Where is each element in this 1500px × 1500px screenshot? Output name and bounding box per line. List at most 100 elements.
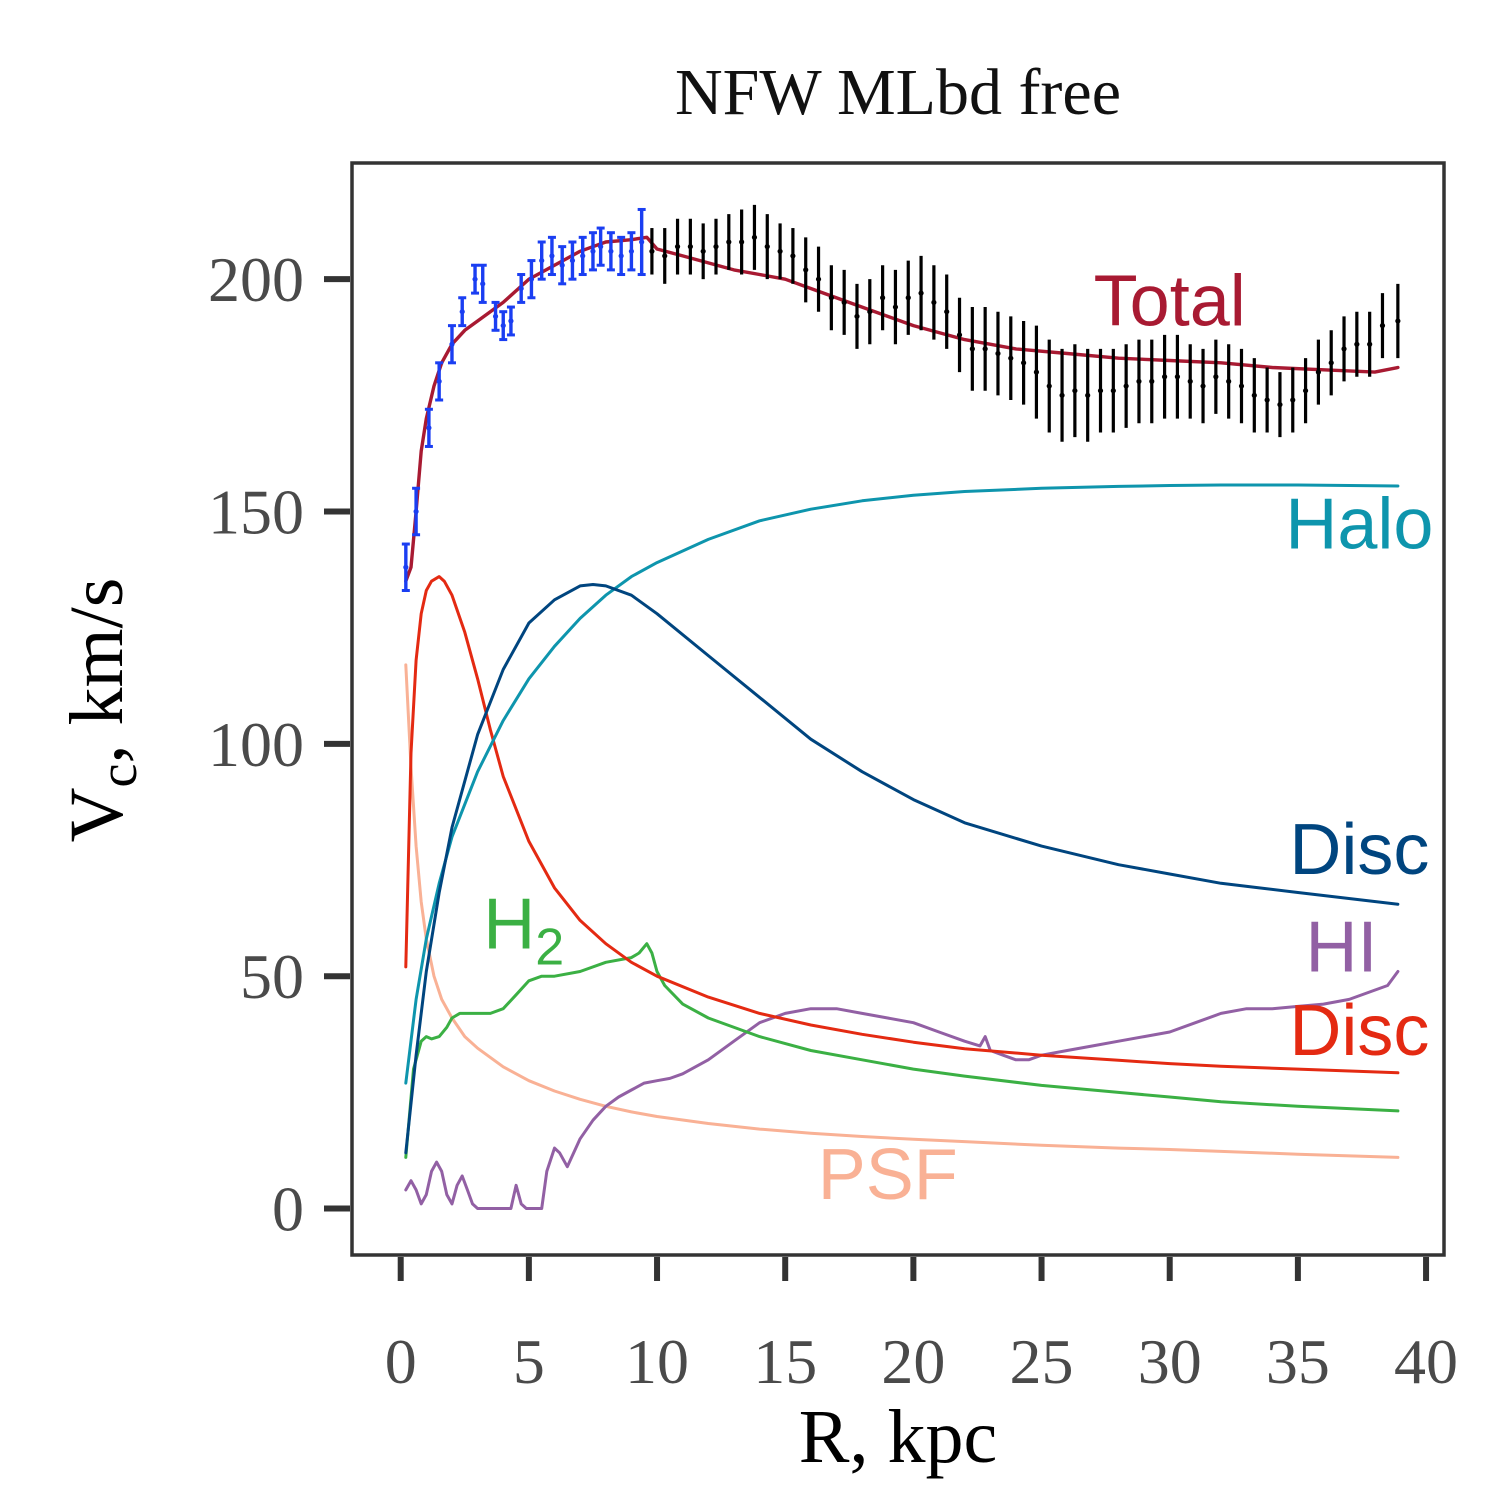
- observed-outer-point: [803, 267, 809, 273]
- observed-outer-point: [1341, 346, 1347, 352]
- observed-inner-point: [539, 257, 545, 264]
- observed-outer-point: [662, 253, 668, 259]
- observed-outer-point: [1149, 378, 1155, 384]
- observed-outer-point: [1251, 392, 1257, 398]
- x-tick-label: 5: [513, 1326, 545, 1397]
- observed-inner-point: [580, 253, 586, 259]
- observed-outer-point: [815, 276, 822, 282]
- observed-inner-point: [618, 253, 624, 259]
- stellar-disc-curve: [404, 583, 1400, 1155]
- observed-outer-point: [1379, 323, 1386, 329]
- observed-outer-point: [1059, 392, 1065, 398]
- observed-outer-point: [1395, 318, 1401, 324]
- observed-outer-point: [1315, 369, 1321, 375]
- observed-inner-point: [426, 425, 432, 431]
- y-axis-title-rest: , km/s: [55, 578, 139, 764]
- x-axis-title: R, kpc: [799, 1395, 997, 1479]
- observed-outer-point: [1226, 378, 1232, 384]
- x-tick-label: 10: [625, 1326, 689, 1397]
- observed-outer-point: [687, 244, 693, 250]
- observed-inner-point: [500, 323, 506, 329]
- y-axis-title-sub: c: [88, 763, 148, 787]
- observed-outer-point: [751, 234, 758, 240]
- h2-label: H2: [483, 884, 564, 976]
- observed-outer-point: [1161, 374, 1168, 380]
- observed-outer-point: [995, 350, 1001, 357]
- observed-outer-point: [649, 248, 655, 254]
- observed-inner-point: [436, 378, 442, 384]
- observed-outer: [649, 204, 1401, 442]
- observed-outer-point: [905, 295, 911, 301]
- axes: 0 5 10 15 20 25 30 35 40 0 50 100 150 200: [208, 244, 1458, 1397]
- stellar-disc-label: Disc: [1289, 810, 1429, 890]
- observed-outer-point: [982, 346, 988, 352]
- observed-inner-point: [403, 564, 409, 570]
- x-tick-label: 0: [385, 1326, 417, 1397]
- bulge-disc-curve: [404, 575, 1400, 1075]
- observed-outer-point: [700, 248, 706, 254]
- y-tick-label: 100: [208, 709, 304, 780]
- observed-outer-point: [713, 244, 719, 250]
- bulge-disc-label: Disc: [1289, 991, 1429, 1071]
- hi-curve: [404, 970, 1400, 1210]
- observed-outer-point: [1085, 392, 1091, 398]
- hi-label: HI: [1305, 908, 1377, 988]
- observed-inner-point: [459, 309, 465, 315]
- observed-outer-point: [777, 248, 783, 254]
- y-tick-label: 0: [272, 1174, 304, 1245]
- curve-labels: Halo Disc Disc H2 HI PSF Total: [483, 262, 1433, 1216]
- observed-outer-point: [1290, 397, 1296, 403]
- x-tick-label: 25: [1010, 1326, 1074, 1397]
- x-tick-label: 15: [753, 1326, 817, 1397]
- observed-outer-point: [944, 309, 950, 315]
- observed-outer-point: [764, 244, 770, 250]
- observed-outer-point: [1174, 374, 1181, 380]
- observed-outer-point: [1021, 360, 1027, 366]
- x-tick-label: 30: [1138, 1326, 1202, 1397]
- halo-label: Halo: [1285, 485, 1433, 565]
- observed-outer-point: [918, 290, 924, 296]
- y-axis-title-main: V: [55, 787, 139, 842]
- observed-outer-point: [841, 299, 847, 306]
- observed-outer-point: [892, 304, 899, 310]
- observed-outer-point: [1367, 341, 1373, 347]
- observed-outer-point: [969, 346, 975, 352]
- observed-inner-point: [549, 253, 555, 259]
- x-tick-label: 40: [1394, 1326, 1458, 1397]
- psf-label: PSF: [818, 1135, 958, 1215]
- observed-outer-point: [1200, 383, 1206, 389]
- h2-curve: [404, 942, 1400, 1159]
- observed-outer-point: [1277, 402, 1283, 408]
- observed-outer-point: [1328, 360, 1334, 366]
- y-tick-label: 50: [240, 941, 304, 1012]
- observed-outer-point: [1136, 378, 1142, 384]
- observed-inner-point: [449, 341, 455, 347]
- observed-outer-point: [1187, 378, 1193, 384]
- observed-outer-point: [1302, 388, 1309, 394]
- observed-inner-point: [569, 257, 576, 264]
- y-axis-title: Vc, km/s: [55, 578, 148, 843]
- observed-outer-point: [1123, 383, 1129, 389]
- observed-outer-point: [1046, 383, 1052, 389]
- observed-inner-point: [598, 244, 604, 250]
- observed-outer-point: [931, 299, 937, 306]
- observed-inner-point: [528, 276, 535, 282]
- observed-inner-point: [480, 281, 486, 287]
- observed-inner: [401, 207, 646, 593]
- observed-inner-point: [413, 508, 419, 515]
- observed-outer-point: [880, 295, 886, 301]
- observed-outer-point: [1033, 369, 1040, 375]
- observed-points: [401, 204, 1401, 593]
- observed-outer-point: [1008, 355, 1014, 361]
- plot-frame: [350, 161, 1446, 1257]
- y-tick-label: 200: [208, 244, 304, 315]
- x-tick-label: 35: [1266, 1326, 1330, 1397]
- observed-outer-point: [956, 332, 963, 338]
- observed-outer-point: [1110, 388, 1116, 394]
- observed-outer-point: [1354, 341, 1360, 347]
- observed-outer-point: [790, 253, 796, 259]
- x-tick-label: 20: [881, 1326, 945, 1397]
- observed-inner-point: [628, 248, 635, 254]
